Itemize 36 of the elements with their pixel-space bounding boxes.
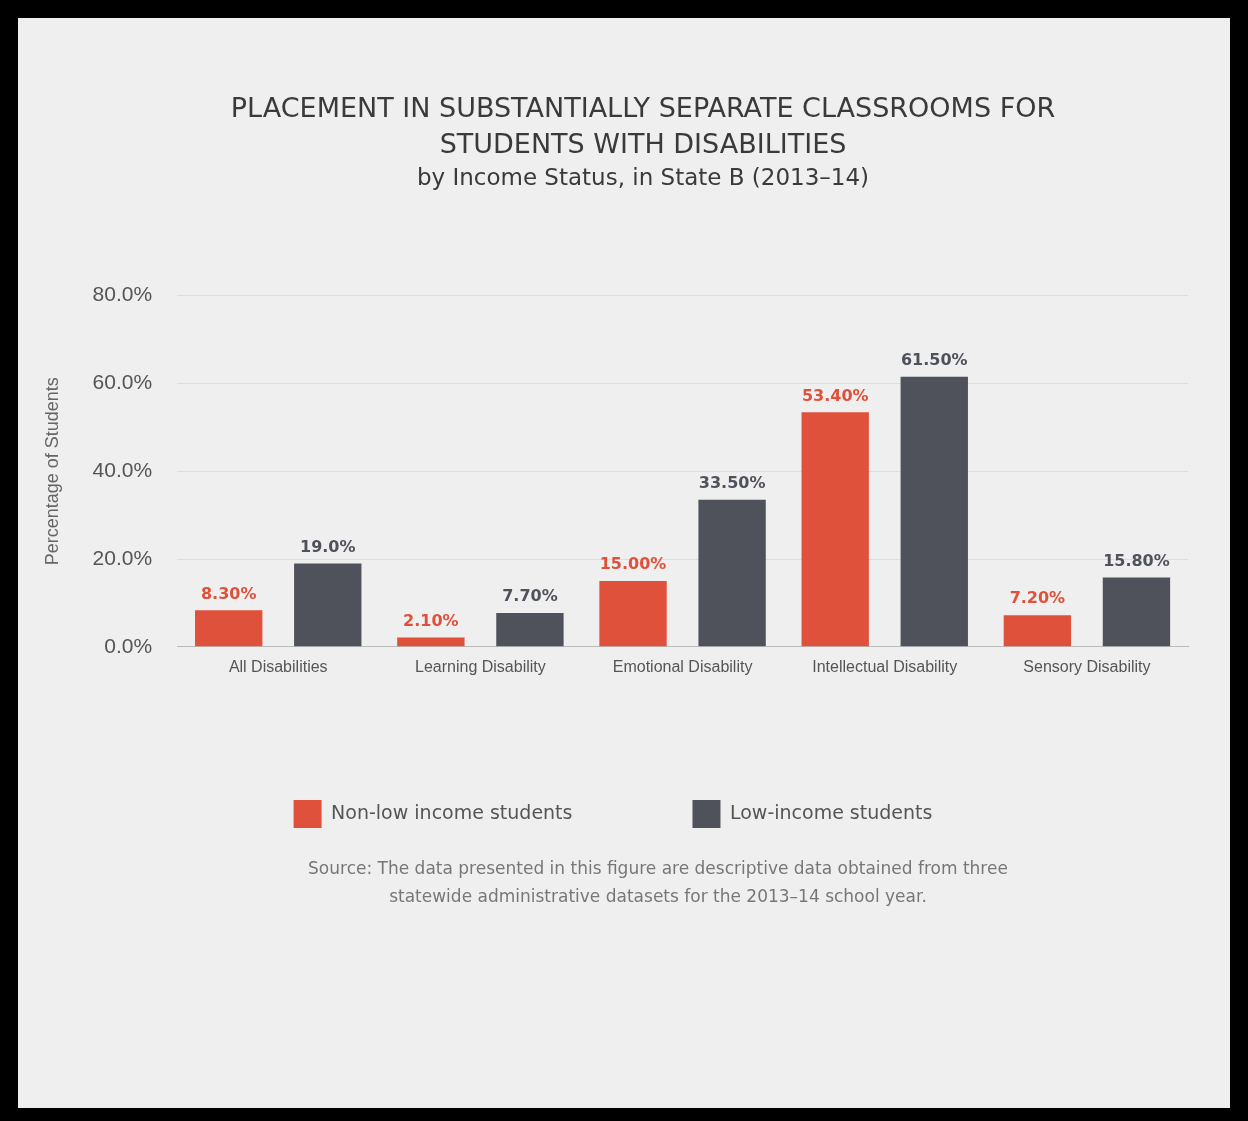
chart-title: PLACEMENT IN SUBSTANTIALLY SEPARATE CLASSROOMS FOR STUDENTS WITH DISABILITIES bbox=[229, 91, 1057, 161]
data-label: 2.10% bbox=[403, 610, 459, 630]
x-tick-label: Sensory Disability bbox=[1023, 657, 1151, 675]
data-label: 7.20% bbox=[1009, 588, 1066, 608]
source-note: Source: The data presented in this figure are descriptive data obtained from three statewide administrative datasets for the 2013–14 school year. bbox=[308, 857, 1008, 908]
data-label: 15.00% bbox=[599, 554, 667, 574]
bar bbox=[195, 610, 263, 647]
bar bbox=[599, 580, 667, 647]
bar bbox=[1102, 577, 1171, 647]
chart-subtitle: by Income Status, in State B (2013–14) bbox=[415, 164, 871, 190]
y-tick-label: 20.0% bbox=[92, 545, 153, 569]
y-tick-label: 40.0% bbox=[92, 458, 153, 481]
bar bbox=[496, 613, 564, 647]
x-tick-label: Intellectual Disability bbox=[812, 657, 958, 675]
bar bbox=[698, 499, 766, 647]
data-label: 15.80% bbox=[1103, 550, 1170, 570]
y-tick-label: 0.0% bbox=[104, 633, 153, 657]
bar bbox=[900, 376, 968, 647]
bar bbox=[294, 563, 362, 647]
legend-label: Non-low income students bbox=[331, 800, 573, 823]
x-tick-label: Emotional Disability bbox=[612, 657, 753, 675]
data-label: 19.0% bbox=[300, 536, 356, 556]
data-label: 61.50% bbox=[900, 349, 968, 369]
x-tick-label: All Disabilities bbox=[228, 657, 328, 675]
data-label: 33.50% bbox=[698, 472, 766, 492]
bar bbox=[801, 412, 869, 647]
data-label: 7.70% bbox=[502, 586, 558, 606]
bar bbox=[1003, 615, 1072, 647]
x-tick-label: Learning Disability bbox=[415, 657, 546, 675]
y-axis-title: Percentage of Students bbox=[41, 377, 62, 566]
data-label: 8.30% bbox=[200, 583, 257, 603]
y-tick-label: 60.0% bbox=[92, 370, 153, 394]
y-tick-label: 80.0% bbox=[92, 282, 153, 306]
bar bbox=[397, 637, 465, 647]
data-label: 53.40% bbox=[801, 385, 869, 405]
legend-label: Low-income students bbox=[729, 800, 933, 823]
